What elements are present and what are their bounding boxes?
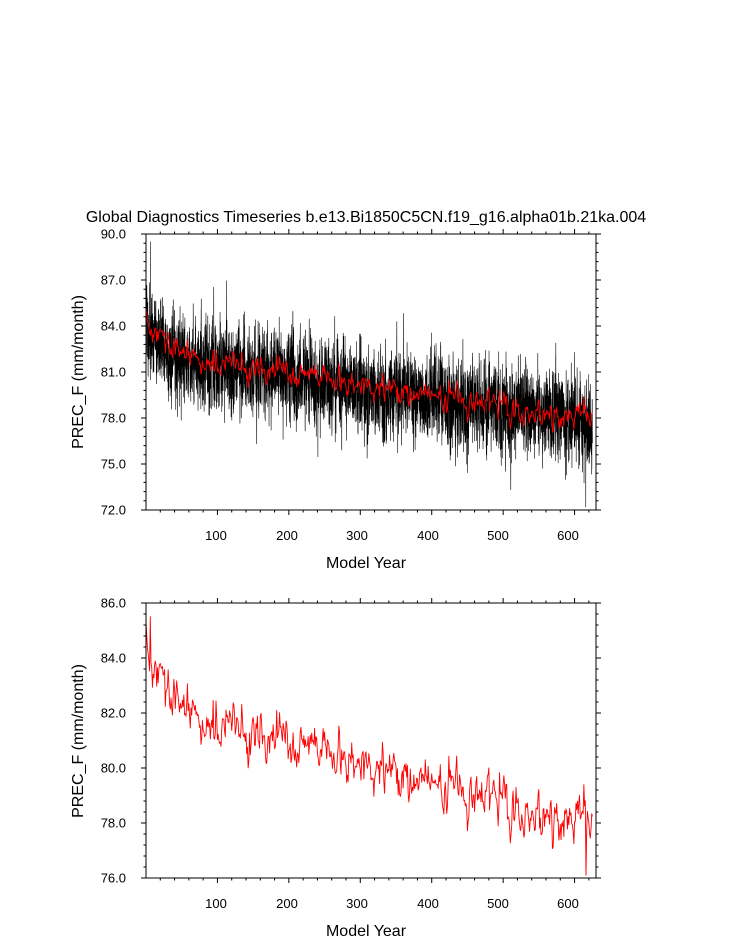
x-tick-label: 100 [205, 896, 227, 911]
x-axis-label: Model Year [326, 555, 407, 572]
x-tick-label: 600 [557, 896, 579, 911]
y-tick-label: 72.0 [101, 503, 126, 518]
y-tick-label: 84.0 [101, 319, 126, 334]
bottom-panel: 76.0 78.0 80.0 82.0 84.0 86.0 100 200 30… [70, 596, 601, 940]
y-axis-label: PREC_F (mm/month) [70, 664, 87, 818]
y-tick-label: 87.0 [101, 273, 126, 288]
y-tick-label: 86.0 [101, 596, 126, 611]
y-tick-label: 76.0 [101, 871, 126, 886]
x-tick-labels: 100 200 300 400 500 600 [205, 896, 579, 911]
y-tick-label: 90.0 [101, 227, 126, 242]
top-panel: Global Diagnostics Timeseries b.e13.Bi18… [70, 209, 646, 572]
x-axis-label: Model Year [326, 923, 407, 940]
x-tick-label: 500 [487, 896, 509, 911]
y-tick-label: 78.0 [101, 816, 126, 831]
x-tick-label: 100 [205, 528, 227, 543]
x-tick-label: 600 [557, 528, 579, 543]
series-line-annual-mean [145, 616, 593, 876]
y-tick-label: 81.0 [101, 365, 126, 380]
chart-title: Global Diagnostics Timeseries b.e13.Bi18… [86, 209, 646, 226]
x-tick-label: 200 [276, 896, 298, 911]
x-tick-label: 500 [487, 528, 509, 543]
x-tick-labels: 100 200 300 400 500 600 [205, 528, 579, 543]
plot-frame [145, 602, 597, 879]
series-lines [145, 616, 593, 876]
x-tick-label: 300 [346, 896, 368, 911]
x-tick-label: 400 [417, 528, 439, 543]
axis-ticks [141, 598, 601, 883]
y-tick-label: 78.0 [101, 411, 126, 426]
x-tick-label: 200 [276, 528, 298, 543]
y-axis-label: PREC_F (mm/month) [70, 295, 87, 449]
series-line-monthly [145, 241, 593, 508]
series-lines [145, 241, 593, 508]
x-tick-label: 400 [417, 896, 439, 911]
y-tick-labels: 76.0 78.0 80.0 82.0 84.0 86.0 [101, 596, 126, 886]
y-tick-label: 80.0 [101, 761, 126, 776]
x-tick-label: 300 [346, 528, 368, 543]
y-tick-label: 75.0 [101, 457, 126, 472]
axis-ticks [141, 229, 601, 515]
y-tick-labels: 72.0 75.0 78.0 81.0 84.0 87.0 90.0 [101, 227, 126, 518]
y-tick-label: 82.0 [101, 706, 126, 721]
series-line-annual-mean [145, 305, 593, 433]
y-tick-label: 84.0 [101, 651, 126, 666]
